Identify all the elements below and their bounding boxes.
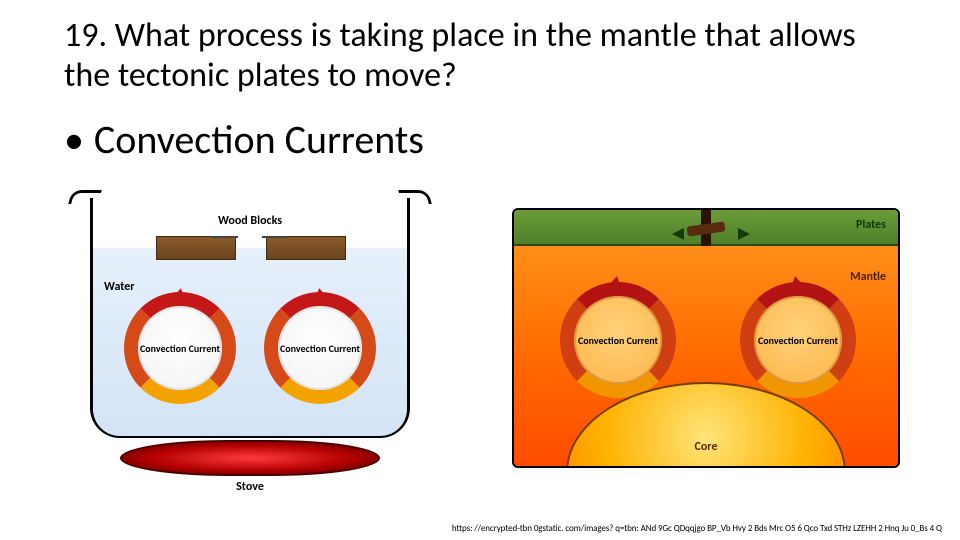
bullet: • — [64, 118, 84, 162]
mantle-cc-label-left: Convection Current — [578, 335, 658, 346]
mantle-label: Mantle — [850, 270, 886, 284]
citation-url: https: //encrypted-tbn 0gstatic. com/ima… — [0, 523, 942, 534]
figures-row: Wood Blocks Water Convection Current Con… — [50, 188, 910, 488]
mantle-box: Plates Mantle Convection Current Convect… — [512, 208, 900, 468]
plate-arrow-right — [738, 228, 750, 240]
arrowhead-left — [173, 287, 187, 299]
plates-label: Plates — [856, 218, 886, 232]
stove-burner — [120, 440, 380, 476]
answer-line: •Convection Currents — [64, 118, 896, 162]
mantle-arrowhead-left — [609, 275, 623, 287]
cc-label-left: Convection Current — [140, 343, 220, 354]
stove-label: Stove — [50, 480, 450, 494]
plate-arrow-left — [672, 228, 684, 240]
mantle-cc-label-right: Convection Current — [758, 335, 838, 346]
mantle-arrowhead-right — [789, 275, 803, 287]
plate-gap — [701, 210, 711, 246]
convection-inner-right: Convection Current — [278, 306, 362, 390]
figure-beaker: Wood Blocks Water Convection Current Con… — [50, 188, 450, 488]
divergence-arrows — [210, 232, 290, 246]
cc-label-right: Convection Current — [280, 343, 360, 354]
answer-text: Convection Currents — [94, 115, 424, 164]
wood-blocks-label: Wood Blocks — [50, 214, 450, 228]
question-text: 19. What process is taking place in the … — [64, 16, 896, 96]
convection-inner-left: Convection Current — [138, 306, 222, 390]
core-label: Core — [695, 440, 718, 454]
figure-mantle: Plates Mantle Convection Current Convect… — [502, 198, 910, 478]
slide: 19. What process is taking place in the … — [0, 0, 960, 540]
mantle-inner-right: Convection Current — [754, 296, 842, 384]
mantle-inner-left: Convection Current — [574, 296, 662, 384]
water-label: Water — [104, 280, 135, 294]
arrowhead-right — [313, 287, 327, 299]
